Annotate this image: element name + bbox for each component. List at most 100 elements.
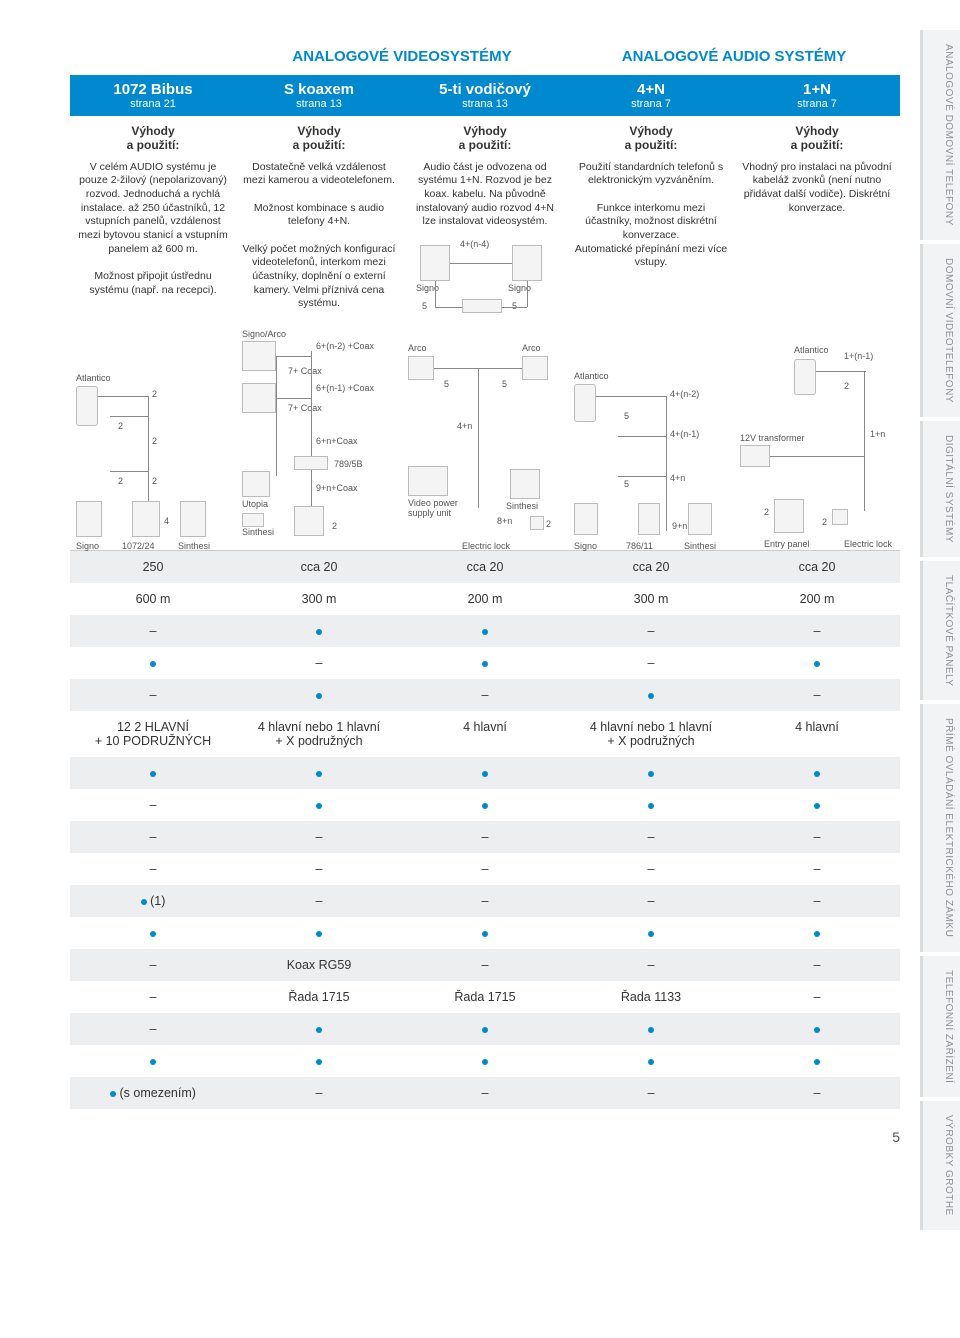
table-row: 600 m300 m200 m300 m200 m	[70, 583, 900, 615]
dash-icon: –	[814, 1086, 821, 1100]
side-tab-5: TELEFONNÍ ZAŘÍZENÍ	[920, 956, 960, 1097]
table-cell	[236, 917, 402, 949]
dash-icon: –	[648, 624, 655, 638]
dot-icon	[316, 1027, 322, 1033]
table-cell: 300 m	[236, 583, 402, 615]
table-cell: (1)	[70, 885, 236, 917]
dot-icon	[648, 1027, 654, 1033]
table-cell	[402, 647, 568, 679]
dot-icon	[814, 931, 820, 937]
dot-icon	[482, 661, 488, 667]
col4-vyhody-body: Vhodný pro instalaci na pů­vodní kabeláž…	[734, 157, 900, 226]
table-cell: –	[236, 1077, 402, 1109]
table-cell: –	[402, 853, 568, 885]
dash-icon: –	[648, 830, 655, 844]
vyhody-head-row: Výhody a použití: Výhody a použití: Výho…	[70, 116, 900, 157]
dot-icon	[316, 803, 322, 809]
table-cell	[568, 757, 734, 789]
side-tab-6: VÝROBKY GROTHE	[920, 1101, 960, 1230]
table-cell-text: (s omezením)	[116, 1086, 196, 1100]
dash-icon: –	[482, 688, 489, 702]
table-row: –––––	[70, 821, 900, 853]
col1-vyhody-body: Dostatečně velká vzdálenost mezi kamerou…	[236, 157, 402, 321]
table-cell	[236, 1045, 402, 1077]
table-cell: –	[402, 949, 568, 981]
page-container: ANALOGOVÉ DOMOVNÍ TELEFONY DOMOVNÍ VIDEO…	[0, 0, 960, 1175]
dot-icon	[150, 1059, 156, 1065]
table-cell	[734, 647, 900, 679]
table-cell	[402, 1013, 568, 1045]
table-cell	[568, 1045, 734, 1077]
diagram-c1: Atlantico 2 2 2 2 2 4 Signo 1072/24 Sint…	[70, 321, 236, 550]
table-cell	[568, 1013, 734, 1045]
col4-vyhody-head: Výhody a použití:	[787, 116, 848, 157]
page-number: 5	[70, 1129, 910, 1145]
table-cell	[568, 679, 734, 711]
comparison-table: 250cca 20cca 20cca 20cca 20600 m300 m200…	[70, 551, 910, 1109]
dot-icon	[482, 771, 488, 777]
table-cell	[734, 757, 900, 789]
dot-icon	[482, 1027, 488, 1033]
table-cell: 4 hlavní nebo 1 hlavní + X podružných	[236, 711, 402, 757]
table-cell	[236, 757, 402, 789]
table-cell	[402, 917, 568, 949]
table-cell: –	[568, 821, 734, 853]
table-cell: cca 20	[402, 551, 568, 583]
blue-title-row: 1072 Bibusstrana 21 S koaxemstrana 13 5-…	[70, 75, 900, 116]
table-cell: –	[236, 821, 402, 853]
table-cell: –	[568, 885, 734, 917]
col3-pageref: strana 7	[572, 98, 730, 110]
dash-icon: –	[150, 798, 157, 812]
dash-icon: –	[648, 1086, 655, 1100]
table-cell: –	[734, 615, 900, 647]
dash-icon: –	[482, 894, 489, 908]
dash-icon: –	[150, 990, 157, 1004]
dash-icon: –	[814, 894, 821, 908]
dash-icon: –	[482, 830, 489, 844]
table-cell: 4 hlavní	[402, 711, 568, 757]
col0-vyhody-body: V celém AUDIO systému je pouze 2-žilový …	[70, 157, 236, 307]
table-cell: cca 20	[236, 551, 402, 583]
table-row: –	[70, 1013, 900, 1045]
table-cell	[402, 757, 568, 789]
dash-icon: –	[150, 1022, 157, 1036]
dot-icon	[482, 803, 488, 809]
table-cell: 4 hlavní nebo 1 hlavní + X podružných	[568, 711, 734, 757]
side-tab-1: DOMOVNÍ VIDEOTELEFONY	[920, 244, 960, 417]
col4-pageref: strana 7	[738, 98, 896, 110]
dot-icon	[316, 771, 322, 777]
dash-icon: –	[150, 688, 157, 702]
col3-vyhody-head: Výhody a použití:	[621, 116, 682, 157]
table-cell: 250	[70, 551, 236, 583]
table-cell	[70, 1045, 236, 1077]
table-cell	[402, 1045, 568, 1077]
table-cell	[236, 615, 402, 647]
table-cell: –	[734, 821, 900, 853]
col3-title: 4+N	[572, 81, 730, 98]
dash-icon: –	[814, 862, 821, 876]
dot-icon	[482, 931, 488, 937]
dot-icon	[316, 629, 322, 635]
dash-icon: –	[648, 894, 655, 908]
table-cell: Koax RG59	[236, 949, 402, 981]
table-cell: –	[70, 789, 236, 821]
dot-icon	[150, 771, 156, 777]
table-cell: –	[402, 1077, 568, 1109]
header-audio: ANALOGOVÉ AUDIO SYSTÉMY	[568, 40, 900, 75]
table-row: (s omezením)––––	[70, 1077, 900, 1109]
table-cell: Řada 1715	[402, 981, 568, 1013]
table-cell	[734, 789, 900, 821]
dash-icon: –	[316, 894, 323, 908]
dash-icon: –	[316, 656, 323, 670]
col3-vyhody-body: Použití standardních telefonů s elektron…	[568, 157, 734, 280]
table-cell: Řada 1715	[236, 981, 402, 1013]
side-tab-3: TLAČÍTKOVÉ PANELY	[920, 561, 960, 701]
table-row: 250cca 20cca 20cca 20cca 20	[70, 551, 900, 583]
dot-icon	[648, 771, 654, 777]
table-cell: –	[734, 949, 900, 981]
table-row	[70, 757, 900, 789]
table-cell: (s omezením)	[70, 1077, 236, 1109]
table-cell: –	[236, 647, 402, 679]
table-cell: –	[236, 885, 402, 917]
c3i-five-l: 5	[422, 301, 427, 311]
